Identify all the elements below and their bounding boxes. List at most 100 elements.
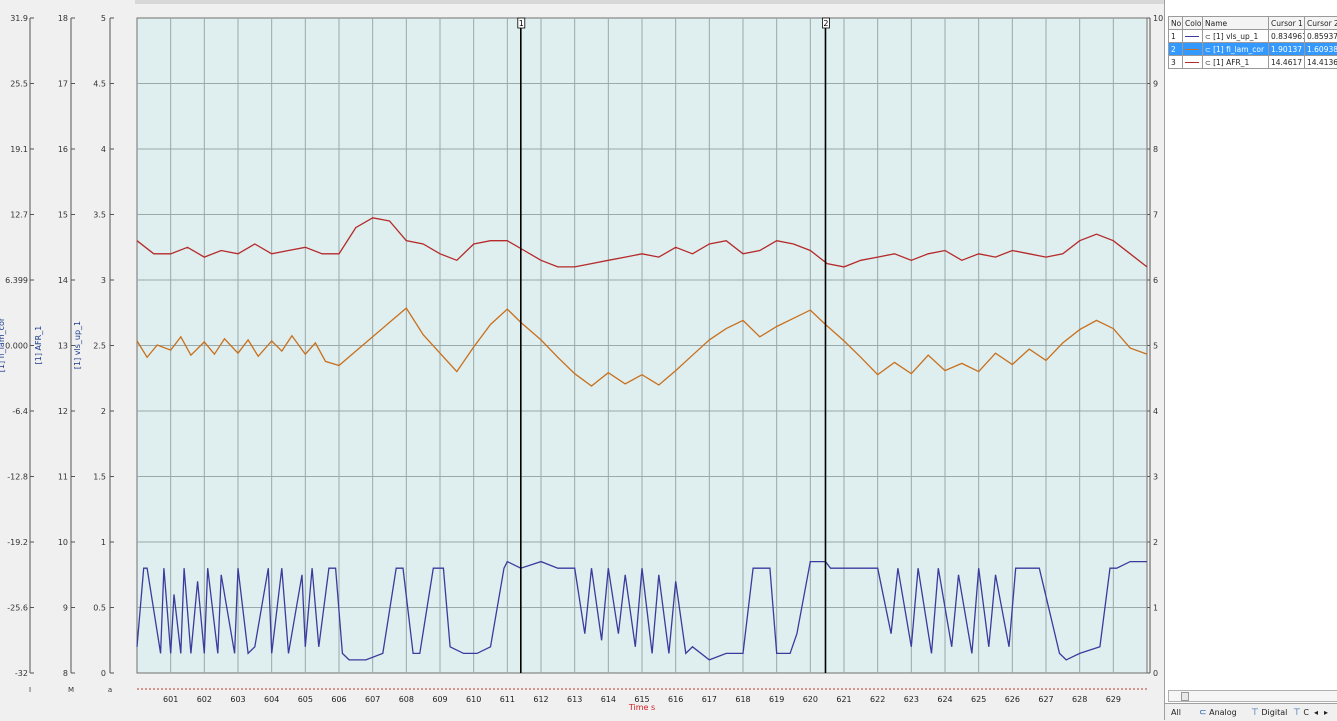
time-tick-label: 605: [298, 695, 313, 704]
y-tick-label: 8: [63, 669, 68, 678]
time-axis-label: Time s: [628, 703, 655, 712]
y-tick-label: 2: [101, 407, 106, 416]
row-name-text: [1] fi_lam_cor: [1213, 45, 1264, 54]
tab-c[interactable]: ⊤ C: [1293, 706, 1309, 719]
time-tick-label: 624: [937, 695, 952, 704]
header-cursor1[interactable]: Cursor 1: [1269, 17, 1305, 30]
y-tick-label: -25.6: [7, 604, 28, 613]
row-name: ⊂ [1] vls_up_1: [1203, 30, 1269, 43]
tab-scroll-right[interactable]: ▸: [1324, 706, 1328, 719]
signal-icon: ⊂: [1205, 46, 1213, 54]
analog-icon: ⊂: [1199, 708, 1207, 718]
y-axis-label: [1] fi_lam_cor: [0, 317, 6, 372]
y-tick-label: 1.5: [93, 473, 106, 482]
y-tick-label: 11: [58, 473, 68, 482]
row-color: [1183, 43, 1203, 56]
row-color: [1183, 56, 1203, 69]
right-tick-label: 5: [1153, 342, 1158, 351]
y-axis-unit: M: [68, 686, 74, 694]
time-tick-label: 613: [567, 695, 582, 704]
cursor-label: 2: [823, 19, 828, 28]
table-row[interactable]: 1 ⊂ [1] vls_up_1 0.834961 0.859375: [1169, 30, 1337, 43]
chevron-right-icon: ▸: [1324, 708, 1328, 717]
signal-list-panel: No Color Name Cursor 1 Cursor 2 1 ⊂ [1] …: [1164, 0, 1337, 720]
cursor-label: 1: [519, 19, 524, 28]
y-tick-label: 4.5: [93, 80, 106, 89]
right-tick-label: 7: [1153, 211, 1158, 220]
row-cursor2: 1.60938: [1305, 43, 1337, 56]
y-axis-unit: a: [108, 686, 112, 694]
right-tick-label: 2: [1153, 538, 1158, 547]
right-tick-label: 4: [1153, 407, 1158, 416]
row-name-text: [1] vls_up_1: [1213, 32, 1258, 41]
time-tick-label: 610: [466, 695, 481, 704]
signal-tabs: All ⊂ Analog ⊤ Digital ⊤ C ◂ ▸: [1165, 703, 1337, 721]
y-tick-label: 4: [101, 145, 106, 154]
time-tick-label: 607: [365, 695, 380, 704]
right-tick-label: 0: [1153, 669, 1158, 678]
time-tick-label: 628: [1072, 695, 1087, 704]
header-color[interactable]: Color: [1183, 17, 1203, 30]
tab-digital[interactable]: ⊤ Digital: [1251, 706, 1287, 719]
row-cursor2: 0.859375: [1305, 30, 1337, 43]
row-no: 2: [1169, 43, 1183, 56]
color-swatch: [1185, 49, 1199, 50]
time-tick-label: 619: [769, 695, 784, 704]
time-tick-label: 622: [870, 695, 885, 704]
time-tick-label: 620: [803, 695, 818, 704]
tab-scroll-left[interactable]: ◂: [1314, 706, 1318, 719]
signal-icon: ⊂: [1205, 33, 1213, 41]
horizontal-scrollbar[interactable]: [1168, 690, 1337, 702]
time-tick-label: 627: [1038, 695, 1053, 704]
y-tick-label: 3: [101, 276, 106, 285]
time-tick-label: 618: [735, 695, 750, 704]
time-tick-label: 614: [601, 695, 616, 704]
right-tick-label: 9: [1153, 80, 1158, 89]
right-tick-label: 1: [1153, 604, 1158, 613]
header-no[interactable]: No: [1169, 17, 1183, 30]
y-tick-label: 1: [101, 538, 106, 547]
y-tick-label: 9: [63, 604, 68, 613]
scrollbar-thumb[interactable]: [1181, 692, 1189, 701]
y-tick-label: 2.5: [93, 342, 106, 351]
digital-icon: ⊤: [1251, 708, 1259, 718]
right-tick-label: 10: [1153, 14, 1163, 23]
row-cursor1: 14.4617: [1269, 56, 1305, 69]
time-tick-label: 625: [971, 695, 986, 704]
y-tick-label: 15: [58, 211, 68, 220]
y-tick-label: 16: [58, 145, 68, 154]
time-tick-label: 602: [197, 695, 212, 704]
signal-table: No Color Name Cursor 1 Cursor 2 1 ⊂ [1] …: [1168, 16, 1337, 69]
time-tick-label: 621: [836, 695, 851, 704]
plot-area[interactable]: 31.925.519.112.76.3990.000-6.4-12.8-19.2…: [0, 0, 1164, 720]
row-name: ⊂ [1] AFR_1: [1203, 56, 1269, 69]
y-axis-unit: I: [29, 686, 31, 694]
y-tick-label: 18: [58, 14, 68, 23]
y-tick-label: 5: [101, 14, 106, 23]
time-tick-label: 626: [1005, 695, 1020, 704]
time-tick-label: 623: [904, 695, 919, 704]
signal-table-header: No Color Name Cursor 1 Cursor 2: [1169, 17, 1337, 30]
table-row[interactable]: 3 ⊂ [1] AFR_1 14.4617 14.4136: [1169, 56, 1337, 69]
header-name[interactable]: Name: [1203, 17, 1269, 30]
y-tick-label: 0.5: [93, 604, 106, 613]
tab-analog[interactable]: ⊂ Analog: [1199, 706, 1237, 719]
y-axis-label: [1] AFR_1: [34, 326, 43, 365]
y-tick-label: -19.2: [7, 538, 28, 547]
row-cursor2: 14.4136: [1305, 56, 1337, 69]
y-tick-label: 6.399: [5, 276, 28, 285]
y-axis-label: [1] vls_up_1: [73, 321, 82, 369]
c-icon: ⊤: [1293, 708, 1301, 718]
row-color: [1183, 30, 1203, 43]
header-cursor2[interactable]: Cursor 2: [1305, 17, 1337, 30]
tab-all[interactable]: All: [1171, 706, 1181, 719]
row-cursor1: 1.90137: [1269, 43, 1305, 56]
row-name-text: [1] AFR_1: [1213, 58, 1249, 67]
right-tick-label: 8: [1153, 145, 1158, 154]
time-tick-label: 616: [668, 695, 683, 704]
tab-c-label: C: [1303, 708, 1309, 717]
y-tick-label: 19.1: [10, 145, 28, 154]
time-tick-label: 604: [264, 695, 279, 704]
table-row-selected[interactable]: 2 ⊂ [1] fi_lam_cor 1.90137 1.60938: [1169, 43, 1337, 56]
